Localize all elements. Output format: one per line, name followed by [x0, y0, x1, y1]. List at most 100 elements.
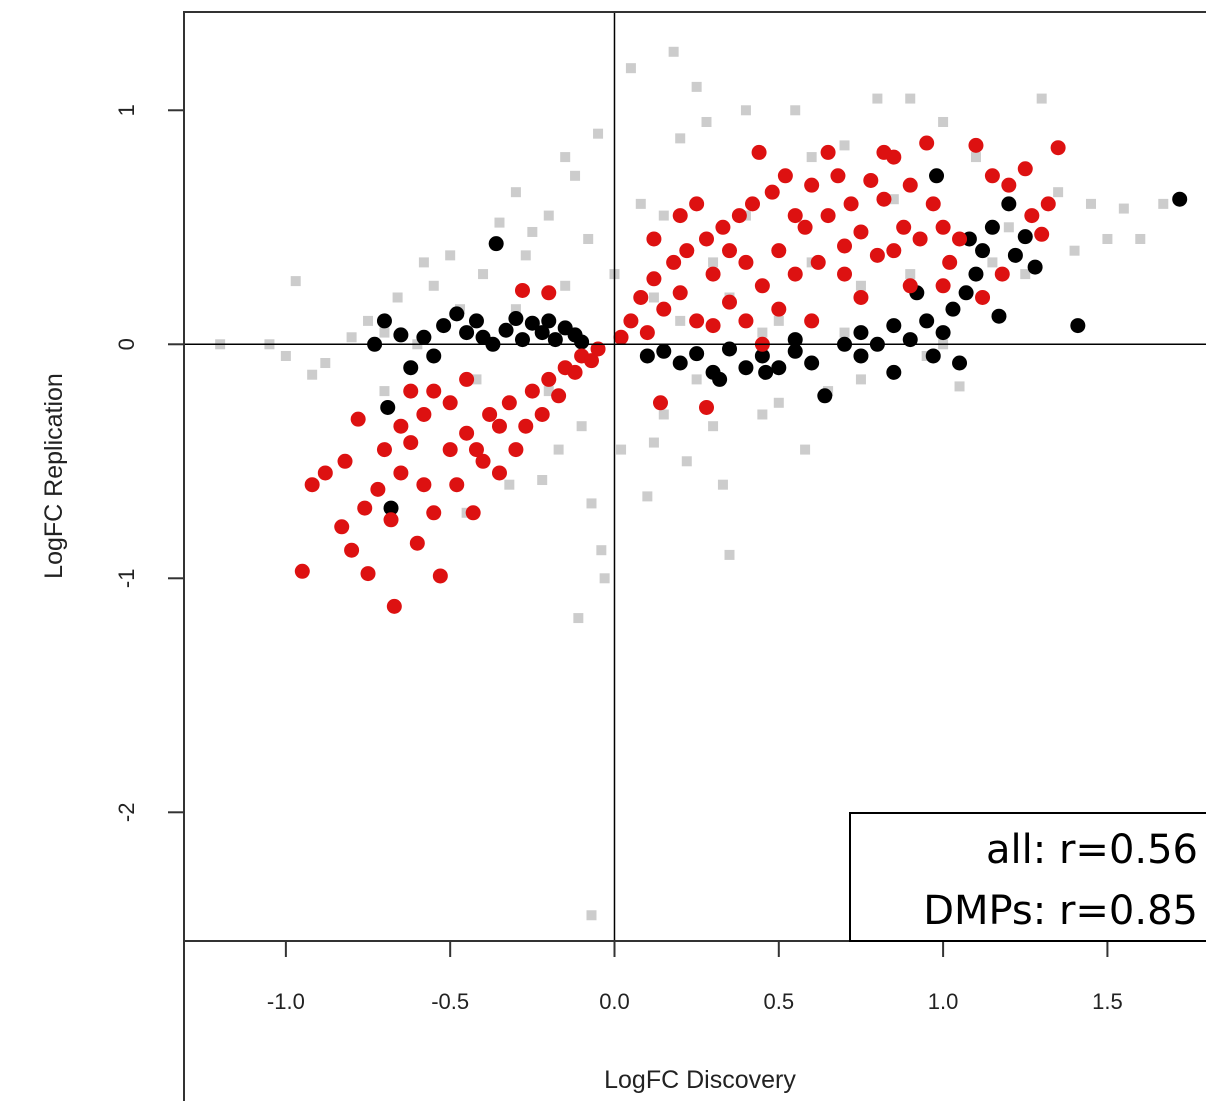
data-point: [675, 133, 686, 144]
data-point: [853, 325, 869, 341]
data-point: [1017, 229, 1033, 245]
data-point: [642, 491, 653, 502]
data-point: [1172, 191, 1188, 207]
points-layer: [215, 46, 1188, 921]
data-point: [740, 105, 751, 116]
data-point: [432, 568, 448, 584]
data-point: [498, 322, 514, 338]
x-tick-label: 1.0: [928, 989, 959, 1014]
data-point: [672, 208, 688, 224]
data-point: [804, 355, 820, 371]
data-point: [902, 278, 918, 294]
data-point: [360, 566, 376, 582]
data-point: [416, 477, 432, 493]
data-point: [307, 369, 318, 380]
data-point: [465, 505, 481, 521]
data-point: [839, 140, 850, 151]
data-point: [459, 325, 475, 341]
data-point: [590, 341, 606, 357]
data-point: [510, 304, 521, 315]
data-point: [705, 266, 721, 282]
data-point: [724, 549, 735, 560]
data-point: [689, 313, 705, 329]
data-point: [635, 198, 646, 209]
data-point: [1050, 140, 1066, 156]
data-point: [459, 371, 475, 387]
data-point: [800, 444, 811, 455]
data-point: [722, 341, 738, 357]
data-point: [409, 535, 425, 551]
data-point: [938, 116, 949, 127]
data-point: [491, 465, 507, 481]
data-point: [442, 395, 458, 411]
data-point: [646, 271, 662, 287]
data-point: [672, 355, 688, 371]
data-point: [912, 231, 928, 247]
data-point: [586, 910, 597, 921]
data-point: [853, 224, 869, 240]
data-point: [806, 152, 817, 163]
data-point: [416, 329, 432, 345]
data-point: [449, 477, 465, 493]
data-point: [576, 421, 587, 432]
data-point: [701, 116, 712, 127]
data-point: [820, 208, 836, 224]
data-point: [1003, 222, 1014, 233]
legend-frame: [849, 812, 1206, 942]
data-point: [935, 278, 951, 294]
data-point: [708, 421, 719, 432]
data-point: [534, 406, 550, 422]
data-point: [876, 144, 892, 160]
data-point: [717, 479, 728, 490]
data-point: [290, 276, 301, 287]
data-point: [471, 374, 482, 385]
data-point: [754, 278, 770, 294]
data-point: [428, 280, 439, 291]
data-point: [689, 346, 705, 362]
data-point: [393, 327, 409, 343]
data-point: [334, 519, 350, 535]
x-tick-label: -1.0: [267, 989, 305, 1014]
data-point: [426, 505, 442, 521]
data-point: [968, 137, 984, 153]
data-point: [488, 236, 504, 252]
data-point: [494, 217, 505, 228]
data-point: [363, 315, 374, 326]
data-point: [379, 386, 390, 397]
x-axis-title: LogFC Discovery: [604, 1066, 796, 1094]
data-point: [593, 128, 604, 139]
data-point: [386, 598, 402, 614]
data-point: [383, 512, 399, 528]
x-tick-label: 1.5: [1092, 989, 1123, 1014]
data-point: [994, 266, 1010, 282]
data-point: [837, 266, 853, 282]
data-point: [777, 168, 793, 184]
data-point: [886, 243, 902, 259]
data-point: [639, 325, 655, 341]
data-point: [573, 613, 584, 624]
data-point: [1001, 196, 1017, 212]
data-point: [712, 371, 728, 387]
data-point: [524, 315, 540, 331]
data-point: [699, 231, 715, 247]
legend-box: all: r=0.56 DMPs: r=0.85: [849, 812, 1206, 942]
data-point: [337, 453, 353, 469]
data-point: [804, 313, 820, 329]
data-point: [929, 168, 945, 184]
data-point: [280, 350, 291, 361]
data-point: [751, 144, 767, 160]
data-point: [738, 313, 754, 329]
x-tick-label: 0.0: [599, 989, 630, 1014]
data-point: [426, 348, 442, 364]
data-point: [583, 233, 594, 244]
data-point: [376, 442, 392, 458]
data-point: [426, 383, 442, 399]
data-point: [482, 406, 498, 422]
data-point: [731, 208, 747, 224]
data-point: [510, 187, 521, 198]
data-point: [773, 315, 784, 326]
data-point: [855, 374, 866, 385]
legend-line-dmps: DMPs: r=0.85: [923, 888, 1198, 934]
data-point: [403, 360, 419, 376]
data-point: [541, 371, 557, 387]
